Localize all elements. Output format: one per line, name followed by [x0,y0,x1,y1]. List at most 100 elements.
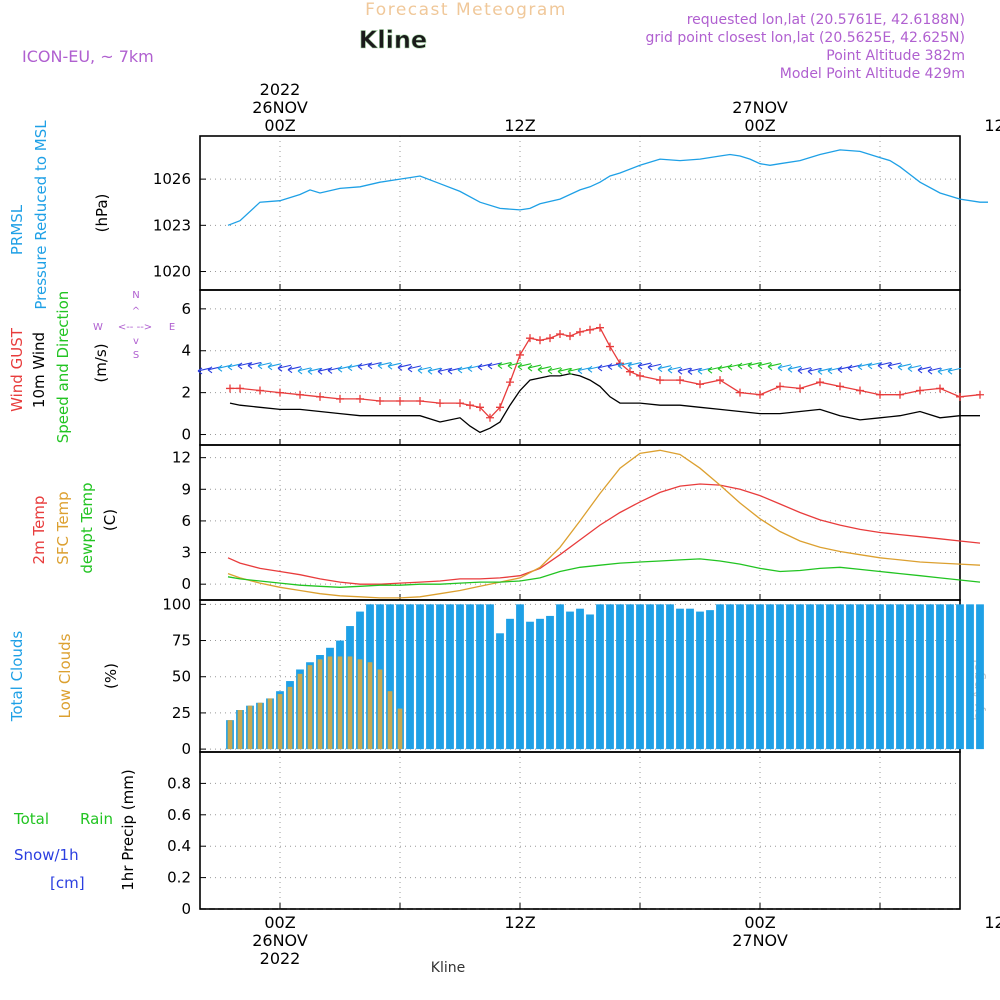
low-cloud-bar [337,656,343,750]
wind-direction-arrow [787,365,802,373]
ytick-label-1-1: 2 [181,384,191,402]
gust-marker [526,334,534,343]
panel-frame-4: 0 0.2 0.4 0.6 0.8 [167,751,961,918]
total-cloud-bar [936,604,944,750]
top-time-label-0-0: 2022 [260,80,301,99]
wind-direction-arrow [567,367,582,375]
wind-direction-arrow [477,363,492,371]
wind-direction-arrow [247,361,262,369]
ytick-label-1-0: 0 [181,426,191,444]
total-cloud-bar [776,604,784,750]
top-time-label-3-0: 12Z [984,116,1000,135]
wind-direction-arrow [857,363,872,371]
gust-marker [436,399,444,408]
temp-legend-2m: 2m Temp [30,496,48,565]
wind-direction-arrow [657,365,672,373]
total-cloud-bar [946,604,954,750]
ytick-label-0-2: 1026 [153,170,191,188]
wind-direction-arrow [277,364,292,372]
total-cloud-bar [416,604,424,750]
gust-marker [456,399,464,408]
gust-marker [656,376,664,385]
total-cloud-bar [646,604,654,750]
compass-arrow-down: v [133,336,139,347]
gust-marker [816,378,824,387]
wind-direction-arrow [687,367,702,375]
total-cloud-bar [476,604,484,750]
wind-direction-arrow [667,366,682,374]
low-cloud-bar [297,673,303,750]
gust-marker [636,371,644,380]
total-cloud-bar [676,608,684,750]
wind-direction-arrow [867,362,882,370]
total-cloud-bar [586,614,594,750]
panel-frame-2: 0 3 6 9 12 [172,444,961,601]
total-cloud-bar [886,604,894,750]
total-cloud-bar [516,604,524,750]
gust-marker [496,403,504,412]
wind-direction-arrow [547,367,562,375]
compass-east: E [169,322,175,333]
total-cloud-bar [406,604,414,750]
gust-marker [486,413,494,422]
bottom-time-axis: 00Z26NOV202212Z00Z27NOV12Z00Z28NOV12Z [252,913,1000,968]
total-cloud-bar [626,604,634,750]
wind-direction-arrow [417,366,432,374]
gust-marker [316,392,324,401]
low-cloud-bar [267,698,273,750]
gust-marker [506,378,514,387]
temp-line-1 [227,449,981,599]
gust-marker [836,382,844,391]
panel-border-0 [199,135,961,291]
ytick-label-2-2: 6 [181,512,191,530]
pressure-panel: PRMSL Pressure Reduced to MSL (hPa) [8,120,111,310]
model-name: ICON-EU, ~ 7km [22,47,154,66]
gust-marker [736,388,744,397]
gust-marker [236,384,244,393]
ytick-label-2-1: 3 [181,544,191,562]
wind-gust-line [230,326,981,419]
total-cloud-bar [926,604,934,750]
low-cloud-bar [327,656,333,750]
top-time-label-0-1: 26NOV [252,98,308,117]
total-cloud-bar [466,604,474,750]
gust-marker [626,367,634,376]
wind-direction-arrow [447,367,462,375]
ytick-label-3-3: 75 [172,632,191,650]
top-time-label-2-1: 00Z [744,116,775,135]
ytick-label-1-2: 4 [181,342,191,360]
ytick-label-4-2: 0.4 [167,837,191,855]
total-cloud-bar [756,604,764,750]
temp-line-0 [227,483,981,585]
total-cloud-bar [526,621,534,750]
wind-direction-arrow [937,367,952,375]
ytick-label-0-1: 1023 [153,216,191,234]
wind-direction-arrow [497,361,512,369]
wind-direction-arrow [627,361,642,369]
total-cloud-bar [786,604,794,750]
wind-direction-arrow [917,366,932,374]
wind-direction-arrow [527,364,542,372]
wind-direction-arrow [617,362,632,370]
total-cloud-bar [736,604,744,750]
gust-marker [556,329,564,338]
total-cloud-bar [956,604,964,750]
top-time-label-2-0: 27NOV [732,98,788,117]
low-cloud-bar [307,665,313,750]
ytick-label-4-3: 0.6 [167,806,191,824]
total-cloud-bar [856,604,864,750]
low-cloud-bar [287,686,293,750]
wind-direction-arrow [257,362,272,370]
gust-marker [336,394,344,403]
total-cloud-bar [746,604,754,750]
precip-legend-cm: [cm] [50,874,85,892]
low-cloud-bar [317,659,323,750]
gust-marker [226,384,234,393]
wind-ylabel: (m/s) [92,343,110,382]
gust-marker [776,382,784,391]
gust-marker [536,336,544,345]
total-cloud-bar [846,604,854,750]
pressure-line [227,149,988,226]
ytick-label-2-4: 12 [172,449,191,467]
wind-direction-arrow [767,362,782,370]
